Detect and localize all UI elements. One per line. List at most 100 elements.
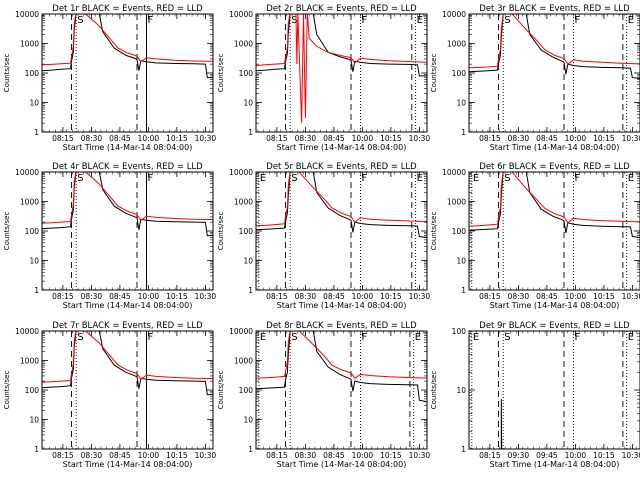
x-tick-label: 08:45: [323, 134, 345, 143]
y-tick-label: 10000: [15, 168, 39, 177]
event-marker-label: S: [77, 15, 83, 26]
chart-title: Det 8r BLACK = Events, RED = LLD: [266, 321, 417, 331]
lld-series-line: [42, 331, 213, 383]
y-tick-label: 10: [29, 416, 39, 425]
y-tick-label: 1000: [447, 40, 466, 49]
x-tick-label: 10:30: [409, 134, 431, 143]
y-tick-label: 100: [239, 69, 254, 78]
y-tick-label: 10: [243, 257, 253, 266]
y-tick-label: 1000: [20, 357, 39, 366]
plot-frame: [468, 330, 640, 450]
events-series-line: [469, 172, 640, 238]
x-tick-label: 10:00: [565, 292, 587, 301]
x-tick-label: 09:30: [508, 451, 530, 460]
x-tick-label: 08:15: [52, 134, 74, 143]
y-tick-label: 1: [461, 445, 466, 454]
x-tick-label: 10:30: [622, 134, 640, 143]
x-tick-label: 10:15: [380, 451, 402, 460]
x-tick-label: 08:45: [536, 292, 558, 301]
event-marker-label: E: [260, 332, 266, 343]
y-tick-label: 1000: [20, 40, 39, 49]
event-marker-label: F: [148, 15, 154, 26]
event-marker-label: S: [291, 173, 297, 184]
plot-frame: [255, 171, 428, 291]
y-axis-label: Counts/sec: [3, 54, 11, 93]
y-axis-label: Counts/sec: [217, 371, 225, 410]
y-tick-label: 1000: [447, 198, 466, 207]
x-tick-label: 08:15: [52, 451, 74, 460]
x-axis-label: Start Time (14-Mar-14 08:04:00): [63, 143, 193, 152]
x-tick-label: 10:30: [195, 451, 217, 460]
chart-title: Det 1r BLACK = Events, RED = LLD: [52, 4, 203, 14]
x-axis-label: Start Time (14-Mar-14 08:04:00): [490, 143, 620, 152]
events-series-line: [469, 14, 640, 79]
chart-panel-4: Det 4r BLACK = Events, RED = LLD Counts/s…: [3, 162, 216, 310]
y-tick-label: 1: [461, 286, 466, 295]
x-tick-label: 08:30: [81, 451, 103, 460]
events-series-line: [42, 331, 213, 396]
x-tick-label: 08:15: [479, 451, 501, 460]
chart-title: Det 9r BLACK = Events, RED = LLD: [479, 321, 630, 331]
events-series-line: [256, 331, 427, 403]
x-tick-label: 10:30: [622, 292, 640, 301]
y-tick-label: 1000: [20, 198, 39, 207]
y-tick-label: 100: [452, 327, 467, 336]
event-marker-label: E: [473, 173, 479, 184]
x-tick-label: 08:30: [295, 451, 317, 460]
y-tick-label: 1: [248, 286, 253, 295]
x-axis-label: Start Time (14-Mar-14 08:04:00): [277, 460, 407, 469]
x-tick-label: 10:00: [565, 134, 587, 143]
x-tick-label: 10:30: [195, 292, 217, 301]
chart-panel-6: Det 6r BLACK = Events, RED = LLD Counts/s…: [430, 162, 640, 310]
series-group: [256, 331, 427, 403]
x-tick-label: 08:15: [52, 292, 74, 301]
event-marker-label: E: [260, 173, 266, 184]
event-marker-label: E: [417, 15, 423, 26]
chart-title: Det 4r BLACK = Events, RED = LLD: [52, 162, 203, 172]
y-tick-label: 10: [456, 386, 466, 395]
event-marker-label: E: [628, 173, 634, 184]
y-tick-label: 10000: [442, 10, 466, 19]
plot-frame: [468, 13, 640, 133]
event-marker-label: E: [415, 332, 421, 343]
x-tick-label: 10:30: [409, 292, 431, 301]
chart-panel-9: Det 9r BLACK = Events, RED = LLD Counts/s…: [430, 321, 640, 469]
events-series-line: [42, 14, 213, 79]
y-axis-label: Counts/sec: [430, 371, 438, 410]
event-marker-label: S: [504, 15, 510, 26]
event-marker-label: F: [148, 173, 154, 184]
x-tick-label: 10:15: [593, 134, 615, 143]
x-tick-label: 08:45: [109, 451, 131, 460]
y-tick-label: 10: [29, 257, 39, 266]
x-tick-label: 08:45: [536, 134, 558, 143]
x-tick-label: 10:00: [352, 134, 374, 143]
plot-frame: [41, 13, 214, 133]
x-tick-label: 10:15: [593, 292, 615, 301]
x-tick-label: 10:15: [166, 134, 188, 143]
series-group: [42, 172, 213, 237]
y-tick-label: 100: [25, 227, 40, 236]
x-tick-label: 09:45: [536, 451, 558, 460]
y-tick-label: 10000: [229, 168, 253, 177]
x-axis-label: Start Time (14-Mar-14 08:04:00): [490, 301, 620, 310]
series-group: [256, 14, 427, 124]
event-marker-label: S: [77, 332, 83, 343]
x-tick-label: 10:15: [380, 292, 402, 301]
series-group: [42, 331, 213, 396]
event-marker-label: F: [362, 332, 368, 343]
event-marker-label: E: [628, 15, 634, 26]
x-tick-label: 08:30: [295, 134, 317, 143]
y-tick-label: 1: [461, 128, 466, 137]
x-tick-label: 08:30: [81, 134, 103, 143]
y-tick-label: 1000: [234, 40, 253, 49]
lld-series-line: [469, 172, 640, 227]
x-tick-label: 10:00: [138, 292, 160, 301]
x-tick-label: 10:00: [352, 451, 374, 460]
x-tick-label: 08:15: [266, 292, 288, 301]
x-tick-label: 10:00: [138, 451, 160, 460]
x-tick-label: 08:30: [508, 292, 530, 301]
event-marker-label: E: [473, 332, 479, 343]
x-tick-label: 08:15: [266, 451, 288, 460]
y-tick-label: 10000: [15, 327, 39, 336]
